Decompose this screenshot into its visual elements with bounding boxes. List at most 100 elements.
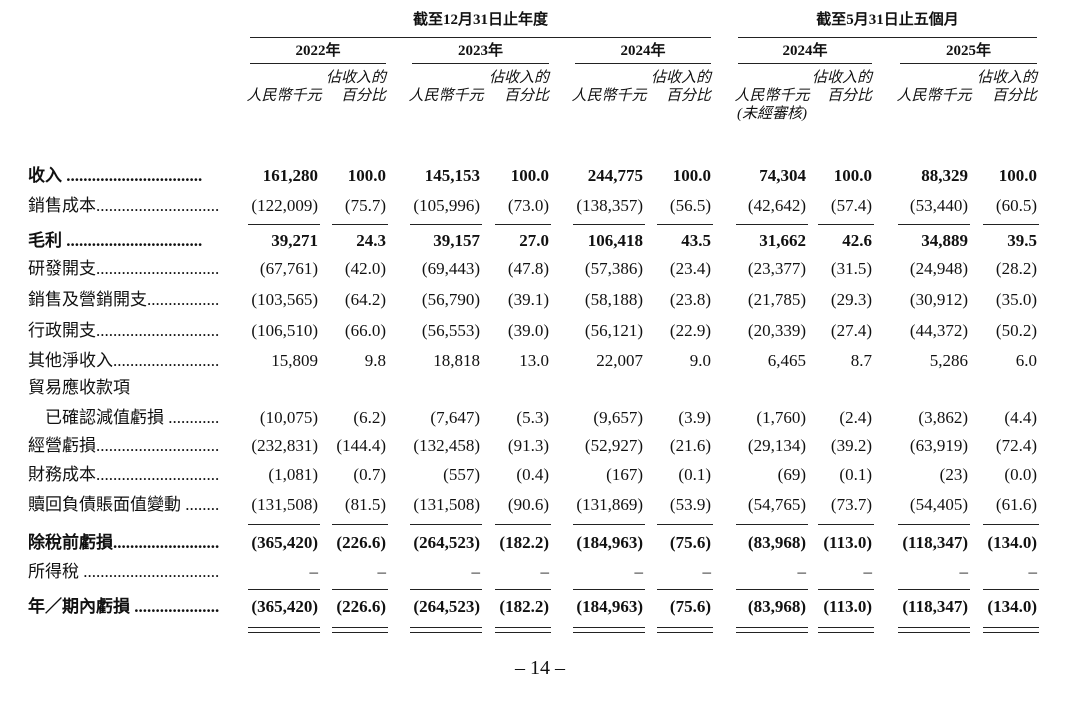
amount: (103,565) [251,290,318,309]
percent: 13.0 [519,351,549,370]
column-header: 百分比 [340,88,386,104]
amount: – [309,562,319,581]
row-label: 年／期內虧損 ................................ [28,597,220,616]
amount: – [959,562,969,581]
amount: (131,869) [576,495,643,514]
percent: (0.1) [678,465,711,484]
percent: (144.4) [336,436,386,455]
column-header: 人民幣千元 [246,88,322,104]
percent: (23.4) [669,259,711,278]
amount: (56,553) [421,321,480,340]
percent: (29.3) [830,290,872,309]
column-header: 百分比 [991,88,1037,104]
row-label: 毛利 ................................ [28,231,203,250]
percent: 100.0 [833,166,872,185]
rule [738,37,1037,38]
amount: 145,153 [424,166,480,185]
percent: (39.0) [507,321,549,340]
column-header: 人民幣千元 [734,88,810,104]
percent: (2.4) [839,408,872,427]
year: 2024年 [620,43,666,59]
rule [248,524,320,525]
percent: – [702,562,712,581]
percent: (90.6) [507,495,549,514]
rule [332,589,388,590]
amount: 31,662 [759,231,806,250]
percent: 100.0 [347,166,386,185]
percent: (182.2) [499,597,549,616]
page-number: – 14 – [515,657,565,679]
rule [410,589,482,590]
percent: (22.9) [669,321,711,340]
percent: (134.0) [987,597,1037,616]
row-label: 銷售及營銷開支................................ [28,290,220,309]
rule [900,63,1037,64]
amount: (24,948) [909,259,968,278]
rule [736,589,808,590]
column-header: 人民幣千元 [408,88,484,104]
rule [818,524,874,525]
rule [495,632,551,633]
percent: (28.2) [995,259,1037,278]
rule [495,589,551,590]
percent: (182.2) [499,533,549,552]
percent: (0.1) [839,465,872,484]
column-header: 佔收入的 [811,70,872,86]
percent: (27.4) [830,321,872,340]
amount: (1,760) [756,408,806,427]
rule [248,627,320,628]
amount: 34,889 [921,231,968,250]
column-header: 佔收入的 [650,70,711,86]
row-label: 行政開支................................ [28,321,220,340]
amount: (365,420) [251,597,318,616]
rule [898,632,970,633]
rule [575,63,711,64]
rule [250,63,386,64]
rule [983,524,1039,525]
amount: (264,523) [413,597,480,616]
rule [898,524,970,525]
column-header: 百分比 [503,88,549,104]
rule [736,627,808,628]
rule [573,632,645,633]
amount: (9,657) [593,408,643,427]
row-label: 貿易應收款項 [28,378,130,397]
group-title: 截至5月31日止五個月 [816,12,959,28]
amount: (118,347) [902,533,968,552]
percent: (81.5) [344,495,386,514]
amount: – [797,562,807,581]
percent: (47.8) [507,259,549,278]
rule [818,589,874,590]
rule [332,632,388,633]
year: 2025年 [945,43,991,59]
amount: (264,523) [413,533,480,552]
row-label: 收入 ................................ [28,166,203,185]
percent: (23.8) [669,290,711,309]
amount: (557) [443,465,480,484]
percent: (73.7) [830,495,872,514]
column-header: 人民幣千元 [896,88,972,104]
column-header: 佔收入的 [976,70,1037,86]
rule [983,224,1039,225]
rule [898,589,970,590]
column-header: 佔收入的 [325,70,386,86]
percent: 100.0 [510,166,549,185]
rule [495,524,551,525]
amount: (69) [777,465,806,484]
rule [573,589,645,590]
rule [410,632,482,633]
row-label: 除稅前虧損................................ [28,533,220,552]
column-header: (未經審核) [737,106,807,122]
amount: (106,510) [251,321,318,340]
rule [818,627,874,628]
rule [738,63,872,64]
percent: (61.6) [995,495,1037,514]
rule [898,627,970,628]
amount: (167) [606,465,643,484]
percent: 100.0 [672,166,711,185]
amount: 6,465 [767,351,806,370]
rule [736,224,808,225]
rule [410,627,482,628]
column-header: 百分比 [826,88,872,104]
rule [248,632,320,633]
